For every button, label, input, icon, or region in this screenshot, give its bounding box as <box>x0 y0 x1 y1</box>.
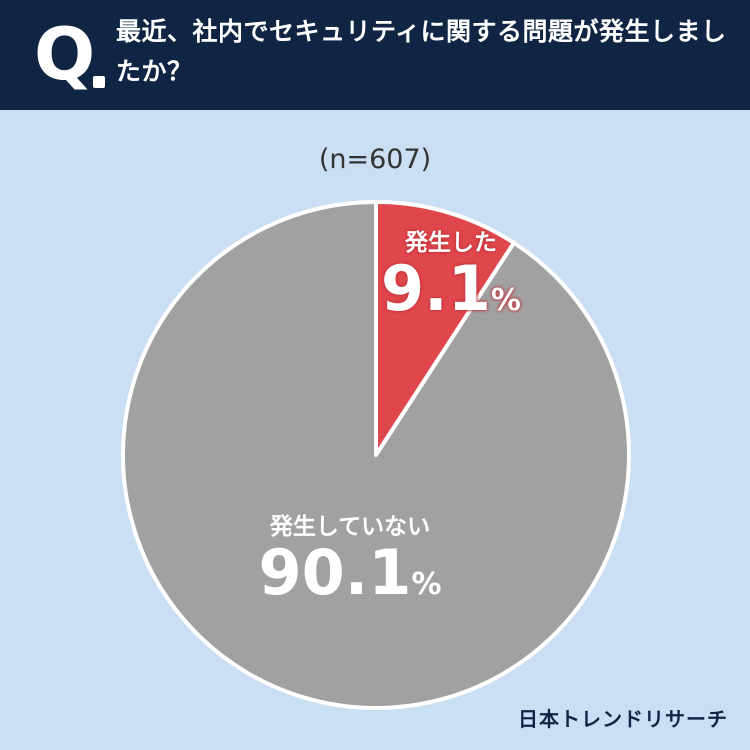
slice-category-not-occurred: 発生していない <box>269 514 431 540</box>
pie-slice-occurred <box>374 200 516 457</box>
sample-size: (n=607) <box>318 144 432 175</box>
slice-category-occurred: 発生した <box>405 230 497 256</box>
slice-label-not-occurred: 発生していない 90.1% <box>225 512 475 604</box>
value-percent: % <box>490 283 521 318</box>
question-text: 最近、社内でセキュリティに関する問題が発生しましたか？ <box>116 17 727 86</box>
header-bar: Q 最近、社内でセキュリティに関する問題が発生しましたか？ <box>0 0 750 110</box>
value-percent: % <box>411 567 442 602</box>
slice-label-occurred: 発生した 9.1% <box>366 228 536 320</box>
value-number: 90.1 <box>258 536 412 609</box>
pie-slice-not-occurred <box>120 200 631 710</box>
slice-value-occurred: 9.1% <box>366 258 536 320</box>
brand-logo-text: 日本トレンドリサーチ <box>518 707 728 731</box>
q-dot <box>93 76 105 88</box>
value-number: 9.1 <box>381 252 491 325</box>
q-mark: Q <box>34 12 96 96</box>
slice-value-not-occurred: 90.1% <box>225 542 475 604</box>
